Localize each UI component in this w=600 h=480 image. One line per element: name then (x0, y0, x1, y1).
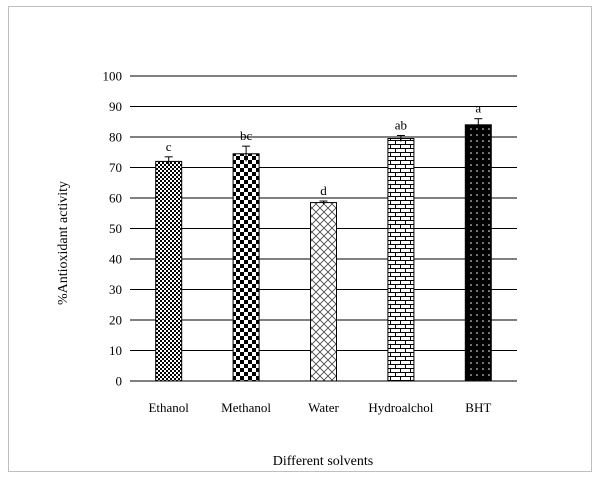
x-axis-title: Different solvents (273, 454, 373, 469)
category-label: Methanol (221, 400, 271, 415)
significance-label: ab (395, 117, 407, 132)
y-tick-label: 50 (109, 221, 122, 236)
y-tick-label: 70 (109, 160, 122, 175)
chart-frame (8, 6, 592, 472)
y-tick-label: 0 (116, 374, 123, 389)
gridlines (130, 75, 517, 382)
y-tick-label: 80 (109, 130, 122, 145)
bar (155, 160, 183, 382)
y-axis-title: %Antioxidant activity (56, 181, 71, 305)
bars: c bc d ab a (155, 101, 492, 382)
significance-label: c (166, 139, 172, 154)
y-tick-labels: 0 10 20 30 40 50 60 70 80 90 100 (103, 69, 123, 389)
y-tick-label: 90 (109, 99, 122, 114)
bar (387, 138, 415, 382)
category-label: Hydroalchol (368, 400, 433, 415)
bar (232, 153, 260, 382)
category-labels: Ethanol Methanol Water Hydroalchol BHT (148, 400, 491, 415)
y-tick-label: 100 (103, 69, 123, 84)
significance-label: a (475, 101, 481, 116)
significance-label: bc (240, 128, 253, 143)
y-tick-label: 60 (109, 191, 122, 206)
y-tick-label: 20 (109, 313, 122, 328)
bar (310, 202, 337, 382)
y-tick-label: 40 (109, 252, 122, 267)
category-label: BHT (465, 400, 491, 415)
y-tick-label: 10 (109, 343, 122, 358)
category-label: Water (308, 400, 339, 415)
significance-label: d (320, 183, 327, 198)
bar (464, 124, 492, 382)
y-tick-label: 30 (109, 282, 122, 297)
category-label: Ethanol (148, 400, 189, 415)
